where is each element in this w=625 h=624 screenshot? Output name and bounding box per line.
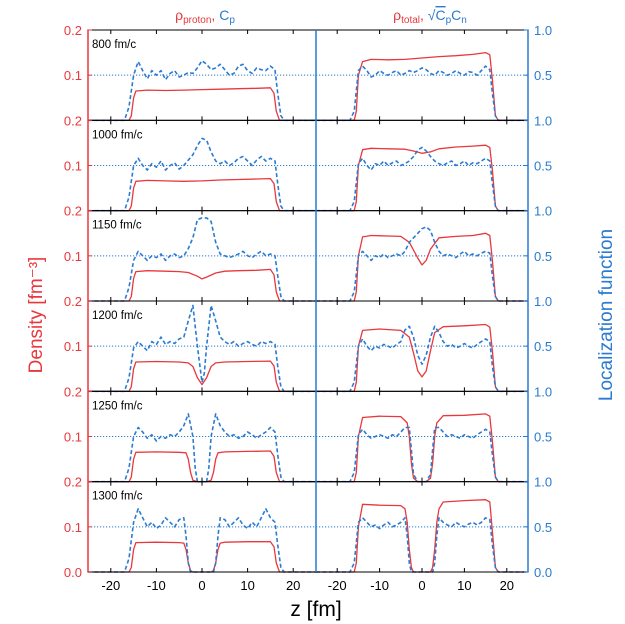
left-tick-label: 0.2 bbox=[64, 384, 82, 399]
x-tick-label: 20 bbox=[500, 578, 514, 593]
ylabel-left: Density [fm⁻³] bbox=[26, 257, 47, 374]
left-tick-label: 0.2 bbox=[64, 204, 82, 219]
time-label-2: 1150 fm/c bbox=[92, 220, 142, 232]
localization-line-right-4 bbox=[316, 426, 528, 483]
left-tick-label: 0.1 bbox=[64, 68, 82, 83]
density-line-right-4 bbox=[316, 413, 528, 483]
x-tick-label: 10 bbox=[457, 578, 471, 593]
localization-line-right-5 bbox=[316, 516, 528, 573]
localization-line-left-1 bbox=[88, 137, 316, 212]
col-title-right: ρtotal, √CpCn bbox=[393, 7, 467, 26]
ylabel-right: Localization function bbox=[596, 229, 617, 401]
density-line-left-5 bbox=[88, 541, 316, 573]
localization-line-right-3 bbox=[316, 325, 528, 393]
localization-line-right-2 bbox=[316, 226, 528, 302]
right-tick-label: 1.0 bbox=[534, 384, 552, 399]
density-line-right-0 bbox=[316, 51, 528, 121]
time-label-1: 1000 fm/c bbox=[92, 129, 143, 141]
localization-line-left-3 bbox=[88, 304, 316, 393]
density-line-left-3 bbox=[88, 360, 316, 392]
x-tick-label: 0 bbox=[418, 578, 425, 593]
right-tick-label: 1.0 bbox=[534, 204, 552, 219]
localization-line-right-1 bbox=[316, 146, 528, 212]
density-line-right-2 bbox=[316, 232, 528, 302]
left-tick-label: 0.2 bbox=[64, 475, 82, 490]
x-tick-label: -10 bbox=[147, 578, 166, 593]
col-title-left: ρproton, Cp bbox=[175, 7, 235, 26]
localization-line-left-2 bbox=[88, 217, 316, 302]
left-tick-label: 0.0 bbox=[64, 565, 82, 580]
x-tick-label: -20 bbox=[101, 578, 120, 593]
right-tick-label: 1.0 bbox=[534, 294, 552, 309]
left-tick-label: 0.2 bbox=[64, 294, 82, 309]
right-tick-label: 0.5 bbox=[534, 339, 552, 354]
x-tick-label: -10 bbox=[370, 578, 389, 593]
time-label-4: 1250 fm/c bbox=[92, 400, 143, 412]
right-tick-label: 1.0 bbox=[534, 113, 552, 128]
right-tick-label: 0.5 bbox=[534, 159, 552, 174]
time-label-0: 800 fm/c bbox=[92, 39, 136, 51]
right-tick-label: 0.5 bbox=[534, 520, 552, 535]
right-tick-label: 0.5 bbox=[534, 249, 552, 264]
localization-line-left-0 bbox=[88, 59, 316, 122]
x-tick-label: -20 bbox=[328, 578, 347, 593]
left-tick-label: 0.1 bbox=[64, 159, 82, 174]
density-line-right-3 bbox=[316, 323, 528, 392]
left-tick-label: 0.1 bbox=[64, 339, 82, 354]
panels-group: 800 fm/c 0.1 0.2 0.5 1.0 1000 fm/c 0.1 0.2 0.5 1.… bbox=[64, 23, 552, 593]
left-tick-label: 0.2 bbox=[64, 23, 82, 38]
localization-line-left-4 bbox=[88, 413, 316, 483]
right-tick-label: 1.0 bbox=[534, 23, 552, 38]
time-label-5: 1300 fm/c bbox=[92, 491, 143, 503]
right-tick-label: 0.5 bbox=[534, 430, 552, 445]
left-tick-label: 0.1 bbox=[64, 249, 82, 264]
left-tick-label: 0.2 bbox=[64, 113, 82, 128]
x-tick-label: 20 bbox=[286, 578, 300, 593]
density-line-right-5 bbox=[316, 499, 528, 573]
localization-line-left-5 bbox=[88, 507, 316, 573]
right-tick-label: 0.0 bbox=[534, 565, 552, 580]
xlabel: z [fm] bbox=[290, 598, 341, 621]
time-label-3: 1200 fm/c bbox=[92, 310, 143, 322]
left-tick-label: 0.1 bbox=[64, 430, 82, 445]
density-line-left-0 bbox=[88, 87, 316, 121]
localization-line-right-0 bbox=[316, 65, 528, 122]
density-line-left-1 bbox=[88, 177, 316, 212]
density-line-right-1 bbox=[316, 144, 528, 212]
right-tick-label: 0.5 bbox=[534, 68, 552, 83]
density-line-left-2 bbox=[88, 268, 316, 302]
right-tick-label: 1.0 bbox=[534, 475, 552, 490]
left-tick-label: 0.1 bbox=[64, 520, 82, 535]
x-tick-label: 0 bbox=[198, 578, 205, 593]
x-tick-label: 10 bbox=[240, 578, 254, 593]
